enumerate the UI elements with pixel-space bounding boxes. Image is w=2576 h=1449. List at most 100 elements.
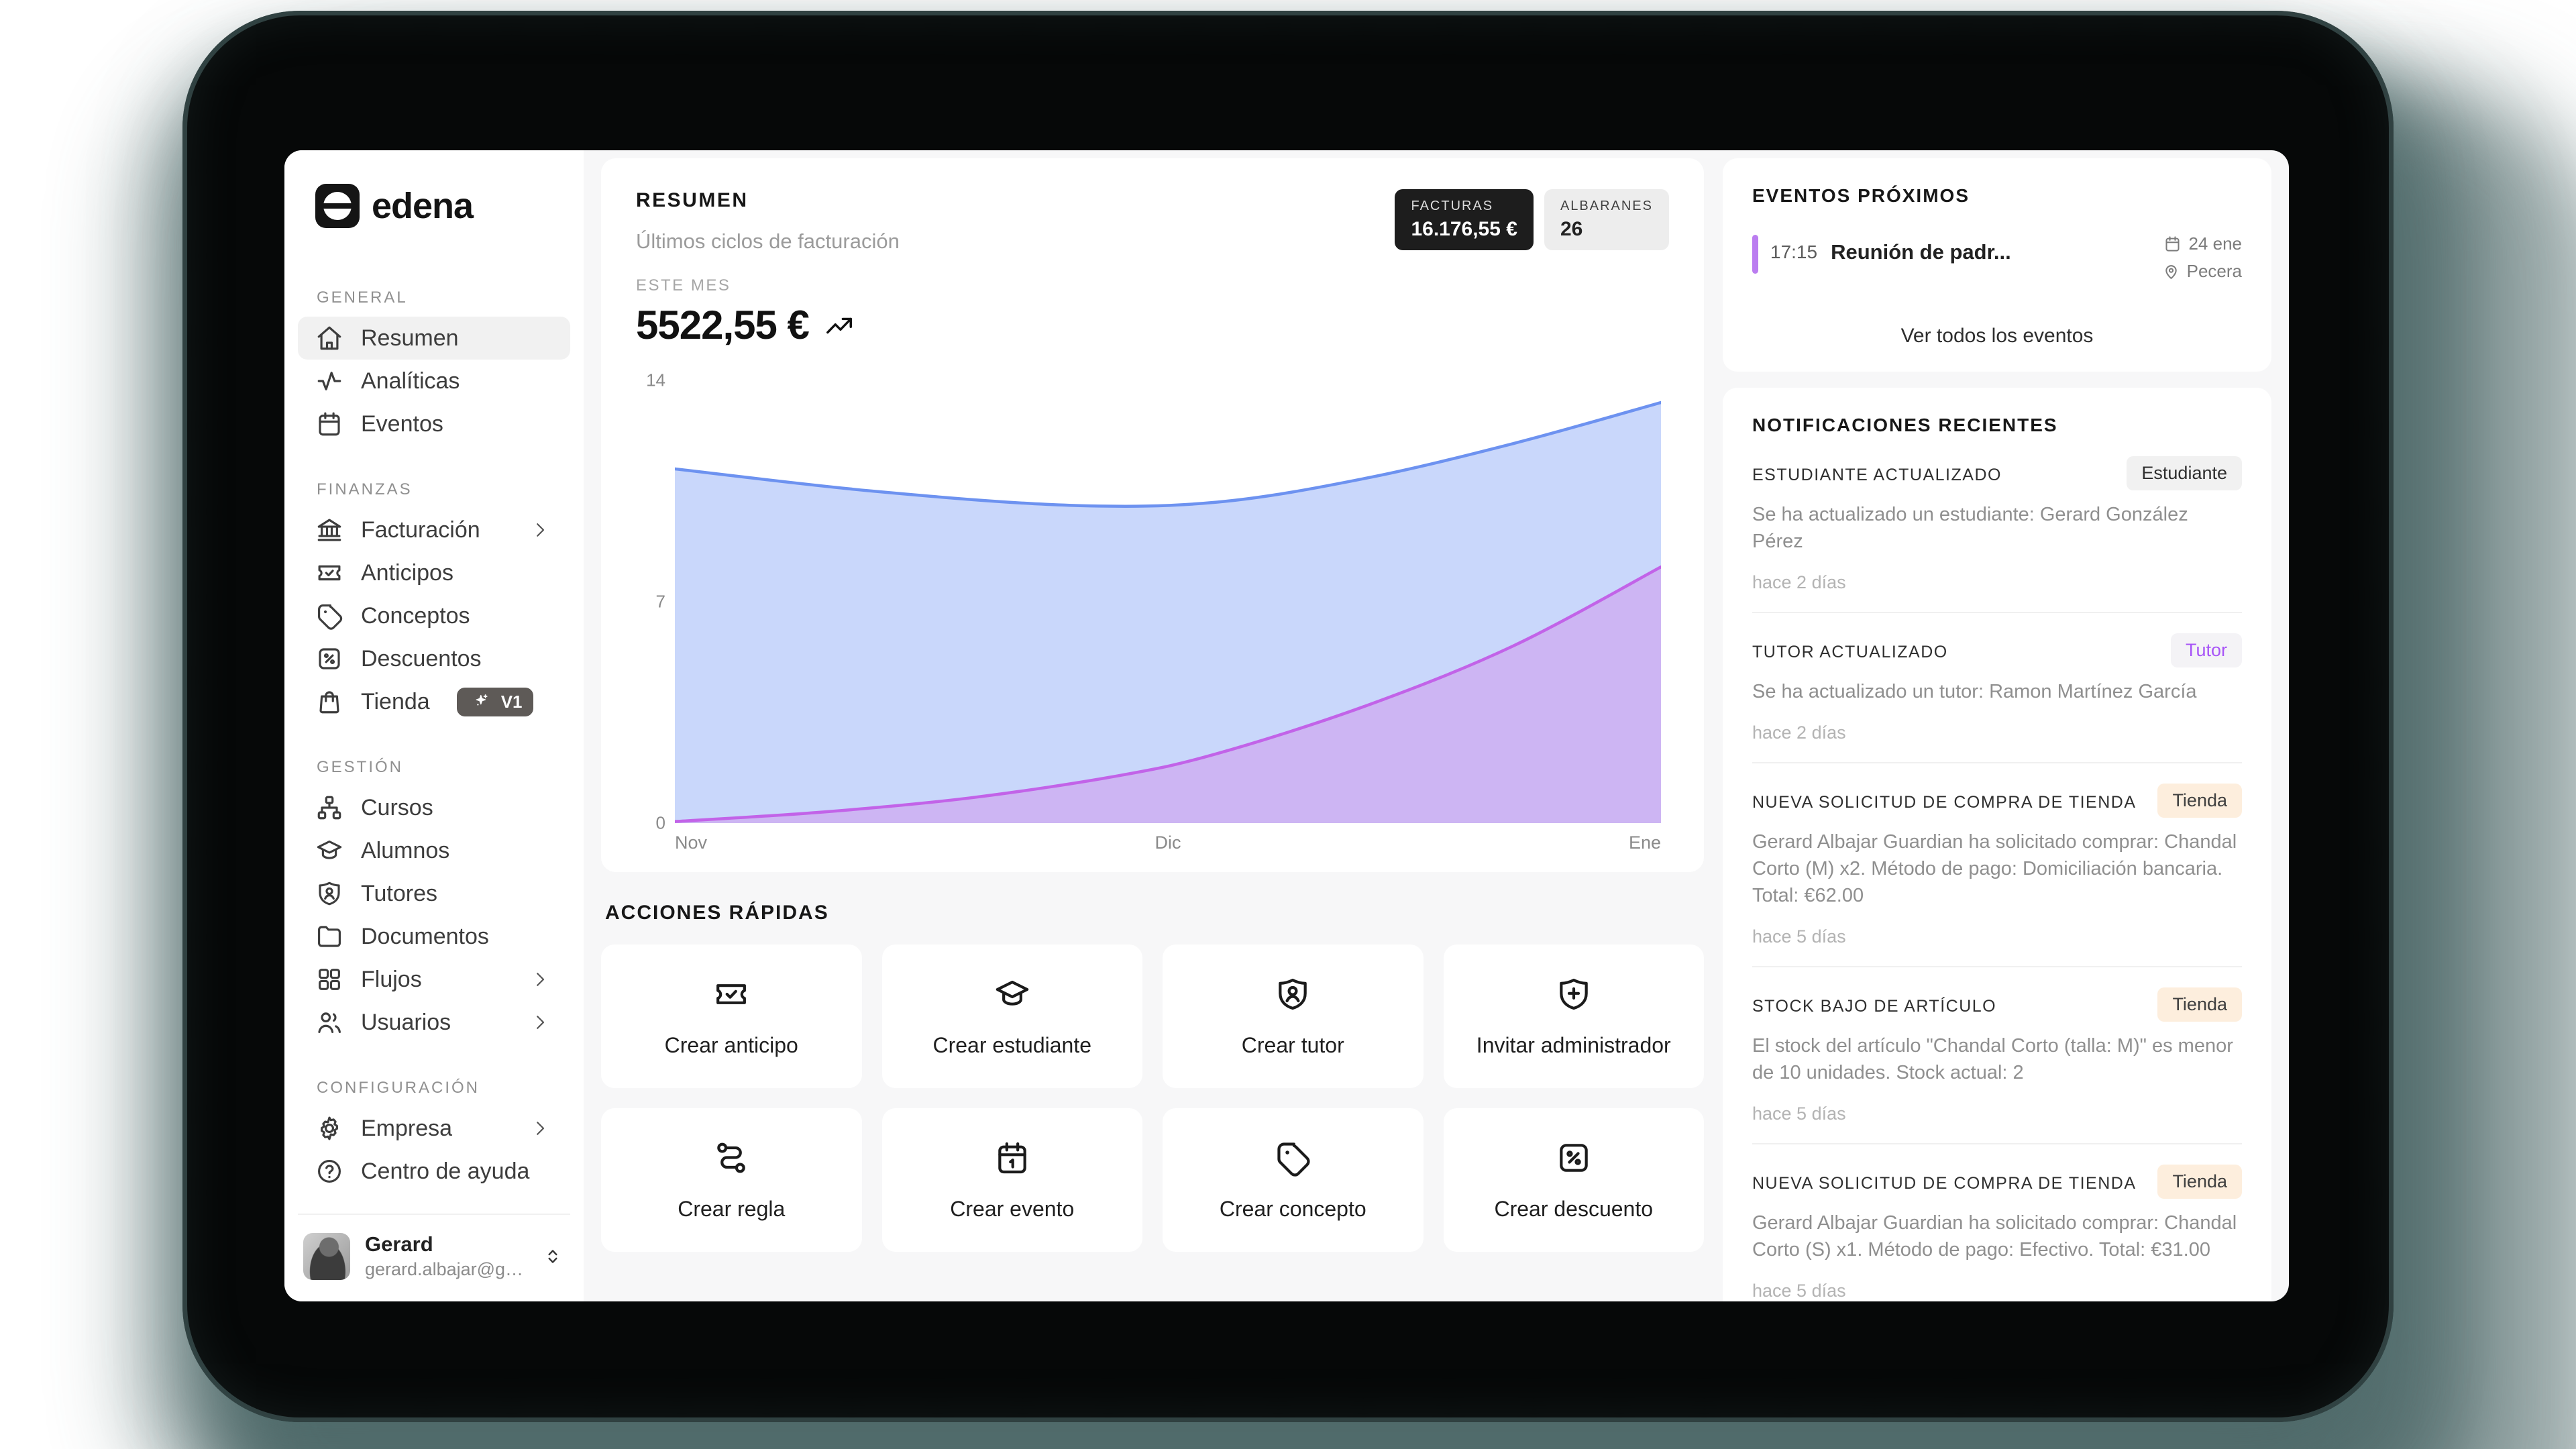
- percent-square-icon: [315, 645, 343, 673]
- avatar: [303, 1232, 350, 1280]
- sparkle-icon: [468, 692, 496, 711]
- shield-user-icon: [1274, 975, 1311, 1013]
- sidebar-item-label: Flujos: [361, 966, 422, 992]
- home-icon: [315, 324, 343, 352]
- chart-y-axis: 14 7 0: [646, 370, 665, 833]
- albaranes-stat-badge: ALBARANES 26: [1544, 189, 1669, 250]
- notification-tag: Tienda: [2157, 784, 2242, 818]
- notification-item[interactable]: STOCK BAJO DE ARTÍCULO Tienda El stock d…: [1752, 967, 2242, 1145]
- view-all-events-link[interactable]: Ver todos los eventos: [1900, 325, 2094, 347]
- sidebar-section-general: GENERAL Resumen Analíticas Eventos: [298, 271, 570, 445]
- users-icon: [315, 1008, 343, 1036]
- sidebar-section-configuracion: CONFIGURACIÓN Empresa Centro de ayuda: [298, 1061, 570, 1193]
- notification-item[interactable]: TUTOR ACTUALIZADO Tutor Se ha actualizad…: [1752, 613, 2242, 764]
- crear-evento-button[interactable]: Crear evento: [881, 1108, 1142, 1252]
- notification-item[interactable]: NUEVA SOLICITUD DE COMPRA DE TIENDA Tien…: [1752, 1144, 2242, 1301]
- sidebar-item-label: Cursos: [361, 794, 433, 820]
- crear-anticipo-button[interactable]: Crear anticipo: [601, 945, 862, 1088]
- graduation-cap-icon: [315, 837, 343, 865]
- sidebar-item-analiticas[interactable]: Analíticas: [298, 360, 570, 402]
- event-color-bar: [1752, 235, 1758, 274]
- sidebar-item-resumen[interactable]: Resumen: [298, 317, 570, 360]
- notification-tag: Estudiante: [2127, 456, 2242, 490]
- sidebar-item-cursos[interactable]: Cursos: [298, 786, 570, 829]
- grid-icon: [315, 965, 343, 994]
- chart-x-axis: Nov Dic Ene: [675, 833, 1661, 853]
- event-date: 24 ene: [2188, 233, 2242, 254]
- crear-tutor-button[interactable]: Crear tutor: [1163, 945, 1424, 1088]
- sidebar-item-documentos[interactable]: Documentos: [298, 915, 570, 958]
- ticket-check-icon: [315, 559, 343, 587]
- sidebar-item-label: Usuarios: [361, 1009, 451, 1035]
- sidebar-item-label: Eventos: [361, 411, 443, 437]
- sidebar-item-flujos[interactable]: Flujos: [298, 958, 570, 1001]
- invitar-administrador-button[interactable]: Invitar administrador: [1443, 945, 1704, 1088]
- brand-name: edena: [372, 186, 474, 226]
- sidebar-item-label: Resumen: [361, 325, 459, 351]
- gear-icon: [315, 1114, 343, 1142]
- notification-item[interactable]: NUEVA SOLICITUD DE COMPRA DE TIENDA Tien…: [1752, 763, 2242, 968]
- sidebar-item-label: Alumnos: [361, 837, 450, 863]
- crear-concepto-button[interactable]: Crear concepto: [1163, 1108, 1424, 1252]
- chevron-right-icon: [526, 969, 554, 989]
- brand-logo-icon: [315, 184, 360, 228]
- summary-card: RESUMEN Últimos ciclos de facturación ES…: [601, 158, 1704, 872]
- section-label: GESTIÓN: [317, 758, 404, 776]
- app-window: edena GENERAL Resumen Analíticas Eventos…: [284, 150, 2289, 1301]
- event-list-item[interactable]: 17:15 Reunión de padr... 24 ene Pecera: [1752, 233, 2242, 282]
- month-total: 5522,55 €: [636, 303, 810, 347]
- sidebar-item-tienda[interactable]: Tienda V1: [298, 680, 570, 723]
- calendar-icon: [315, 410, 343, 438]
- v1-badge: V1: [456, 687, 533, 716]
- crear-regla-button[interactable]: Crear regla: [601, 1108, 862, 1252]
- crear-estudiante-button[interactable]: Crear estudiante: [881, 945, 1142, 1088]
- shopping-bag-icon: [315, 688, 343, 716]
- trending-up-icon: [824, 310, 855, 341]
- section-label: CONFIGURACIÓN: [317, 1079, 480, 1097]
- sidebar-item-label: Tienda: [361, 688, 430, 714]
- notifications-title: NOTIFICACIONES RECIENTES: [1752, 415, 2058, 435]
- event-time: 17:15: [1770, 241, 1818, 262]
- billing-area-chart: 14 7 0: [636, 370, 1669, 833]
- graduation-cap-icon: [994, 975, 1031, 1013]
- notification-tag: Tutor: [2170, 633, 2242, 668]
- notification-tag: Tienda: [2157, 987, 2242, 1022]
- calendar-one-icon: [994, 1139, 1031, 1177]
- sidebar-item-empresa[interactable]: Empresa: [298, 1107, 570, 1150]
- chart-plot: [675, 380, 1661, 823]
- sidebar: edena GENERAL Resumen Analíticas Eventos…: [284, 150, 584, 1301]
- sidebar-item-conceptos[interactable]: Conceptos: [298, 594, 570, 637]
- events-title: EVENTOS PRÓXIMOS: [1752, 185, 1970, 206]
- sidebar-item-centro-de-ayuda[interactable]: Centro de ayuda: [298, 1150, 570, 1193]
- shield-user-icon: [315, 879, 343, 908]
- notification-item[interactable]: ESTUDIANTE ACTUALIZADO Estudiante Se ha …: [1752, 436, 2242, 614]
- folder-icon: [315, 922, 343, 951]
- sidebar-item-eventos[interactable]: Eventos: [298, 402, 570, 445]
- quick-actions-grid: Crear anticipo Crear estudiante Crear tu…: [601, 945, 1704, 1252]
- upcoming-events-card: EVENTOS PRÓXIMOS 17:15 Reunión de padr..…: [1723, 158, 2271, 372]
- sidebar-item-label: Facturación: [361, 517, 480, 543]
- facturas-stat-badge: FACTURAS 16.176,55 €: [1395, 189, 1534, 250]
- sidebar-item-descuentos[interactable]: Descuentos: [298, 637, 570, 680]
- user-email: gerard.albajar@gmail....: [365, 1259, 526, 1279]
- sidebar-item-label: Conceptos: [361, 602, 470, 629]
- user-name: Gerard: [365, 1232, 433, 1256]
- notification-tag: Tienda: [2157, 1165, 2242, 1199]
- sidebar-item-usuarios[interactable]: Usuarios: [298, 1001, 570, 1044]
- crear-descuento-button[interactable]: Crear descuento: [1443, 1108, 1704, 1252]
- sidebar-item-tutores[interactable]: Tutores: [298, 872, 570, 915]
- tag-icon: [315, 602, 343, 630]
- summary-subtitle: Últimos ciclos de facturación: [636, 229, 900, 253]
- user-menu[interactable]: Gerard gerard.albajar@gmail....: [298, 1214, 570, 1283]
- sidebar-item-anticipos[interactable]: Anticipos: [298, 551, 570, 594]
- sidebar-item-label: Centro de ayuda: [361, 1158, 530, 1184]
- sidebar-item-alumnos[interactable]: Alumnos: [298, 829, 570, 872]
- chevron-right-icon: [526, 1118, 554, 1138]
- quick-actions-title: ACCIONES RÁPIDAS: [605, 902, 829, 924]
- sidebar-section-finanzas: FINANZAS Facturación Anticipos Conceptos…: [298, 463, 570, 723]
- page-title: RESUMEN: [636, 189, 749, 211]
- map-pin-icon: [2162, 262, 2180, 280]
- main-area: RESUMEN Últimos ciclos de facturación ES…: [584, 150, 2289, 1301]
- device-frame: edena GENERAL Resumen Analíticas Eventos…: [182, 11, 2394, 1422]
- sidebar-item-facturacion[interactable]: Facturación: [298, 508, 570, 551]
